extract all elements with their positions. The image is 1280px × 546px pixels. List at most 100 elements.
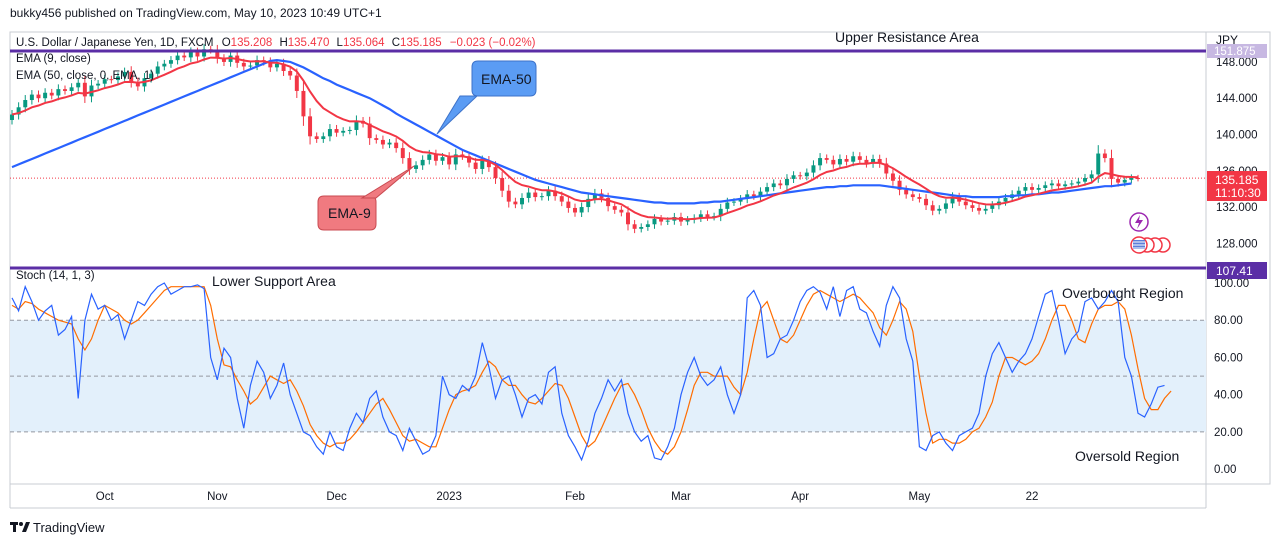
candle-body: [453, 154, 458, 165]
candle-body: [579, 207, 584, 213]
candle-body: [1056, 183, 1061, 187]
candle-body: [904, 189, 909, 195]
candle-body: [321, 136, 326, 140]
candle-body: [89, 85, 94, 97]
support-price-value: 107.41: [1216, 264, 1253, 278]
candle-body: [1003, 197, 1008, 202]
candle-body: [1122, 179, 1127, 183]
candle-body: [745, 194, 750, 199]
ohlc-low-value: 135.064: [343, 37, 385, 49]
candle-body: [884, 163, 889, 174]
candle-body: [29, 94, 34, 101]
candle-body: [76, 82, 81, 88]
stoch-d-line: [11, 286, 1172, 455]
ema9-callout-box: [317, 195, 377, 231]
last-price-value: 135.185: [1215, 173, 1259, 187]
lower-support-label: Lower Support Area: [212, 273, 336, 289]
candle-body: [910, 194, 915, 198]
candle-body: [698, 214, 703, 218]
candle-body: [930, 205, 935, 211]
candle-body: [592, 193, 597, 199]
stoch-tick-label: 60.00: [1214, 352, 1243, 364]
price-axis: 128.000132.000136.000140.000144.000148.0…: [1216, 57, 1258, 250]
ema50-line: [11, 58, 1132, 205]
dividend-event-icon[interactable]: [1129, 212, 1149, 232]
time-tick-label: 2023: [436, 491, 462, 503]
candle-body: [334, 129, 339, 133]
candle-body: [718, 208, 723, 217]
candle-body: [731, 201, 736, 203]
time-tick-label: Apr: [791, 491, 809, 503]
ema9-callout-pointer: [360, 165, 415, 199]
candle-body: [69, 87, 74, 91]
candle-body: [467, 156, 472, 163]
support-price-badge: [1207, 262, 1267, 279]
candle-body: [102, 79, 107, 84]
candle-body: [553, 190, 558, 197]
overbought-label: Overbought Region: [1062, 285, 1183, 301]
candle-body: [36, 94, 41, 99]
candle-body: [308, 116, 313, 137]
stoch-legend[interactable]: Stoch (14, 1, 3): [16, 270, 95, 282]
ohlc-low-key: L: [337, 37, 344, 49]
candle-body: [109, 79, 114, 81]
candle-body: [837, 158, 842, 165]
candle-body: [612, 206, 617, 210]
time-tick-label: Dec: [326, 491, 347, 503]
candle-body: [824, 158, 829, 160]
candle-body: [49, 92, 54, 96]
candle-body: [943, 203, 948, 209]
candle-body: [725, 202, 730, 209]
candle-body: [765, 187, 770, 192]
price-tick-label: 140.000: [1216, 129, 1258, 141]
candle-body: [645, 224, 650, 227]
candle-body: [1030, 187, 1035, 190]
candle-body: [970, 205, 975, 208]
candle-body: [811, 165, 816, 173]
candle-body: [983, 208, 988, 211]
candle-body: [407, 158, 412, 169]
currency-axis-label: JPY: [1216, 33, 1238, 47]
last-price-badge: [1207, 171, 1267, 201]
time-tick-label: 22: [1026, 491, 1039, 503]
candle-body: [533, 192, 538, 198]
ema9-legend[interactable]: EMA (9, close): [16, 53, 91, 65]
candle-body: [374, 138, 379, 140]
resistance-price-value: 151.875: [1214, 46, 1256, 58]
candle-body: [513, 201, 518, 205]
candle-body: [314, 136, 319, 140]
stoch-k-line: [11, 282, 1165, 462]
candle-body: [440, 157, 445, 161]
ema50-legend[interactable]: EMA (50, close, 0, EMA, 1): [16, 70, 154, 82]
candle-body: [129, 71, 134, 82]
candle-body: [327, 129, 332, 137]
upper-resistance-label: Upper Resistance Area: [835, 29, 979, 45]
symbol-legend: U.S. Dollar / Japanese Yen, 1D, FXCM O13…: [16, 37, 536, 49]
ema9-callout-label: EMA-9: [328, 205, 371, 221]
time-tick-label: Feb: [565, 491, 585, 503]
candle-body: [778, 183, 783, 186]
candle-body: [135, 81, 140, 87]
candle-body: [626, 212, 630, 225]
candle-body: [619, 209, 624, 213]
candle-body: [1129, 178, 1134, 180]
time-axis: Oct Nov Dec 2023 Feb Mar Apr May 22: [96, 491, 1039, 503]
candle-body: [520, 197, 524, 205]
candle-body: [897, 180, 902, 190]
candle-body: [738, 198, 743, 202]
candle-body: [380, 139, 385, 145]
economic-events-icon[interactable]: [1130, 236, 1171, 254]
tradingview-logo-icon: [10, 522, 30, 532]
candle-body: [758, 191, 763, 197]
price-tick-label: 144.000: [1216, 93, 1258, 105]
candle-body: [493, 167, 498, 179]
candle-body: [1116, 178, 1121, 183]
candle-body: [168, 60, 173, 64]
time-tick-label: Nov: [207, 491, 228, 503]
stoch-lines: [11, 282, 1172, 462]
candle-body: [447, 157, 452, 165]
candle-body: [500, 178, 505, 191]
candle-body: [546, 190, 551, 197]
candle-body: [23, 100, 28, 108]
ema-lines: [11, 56, 1139, 221]
